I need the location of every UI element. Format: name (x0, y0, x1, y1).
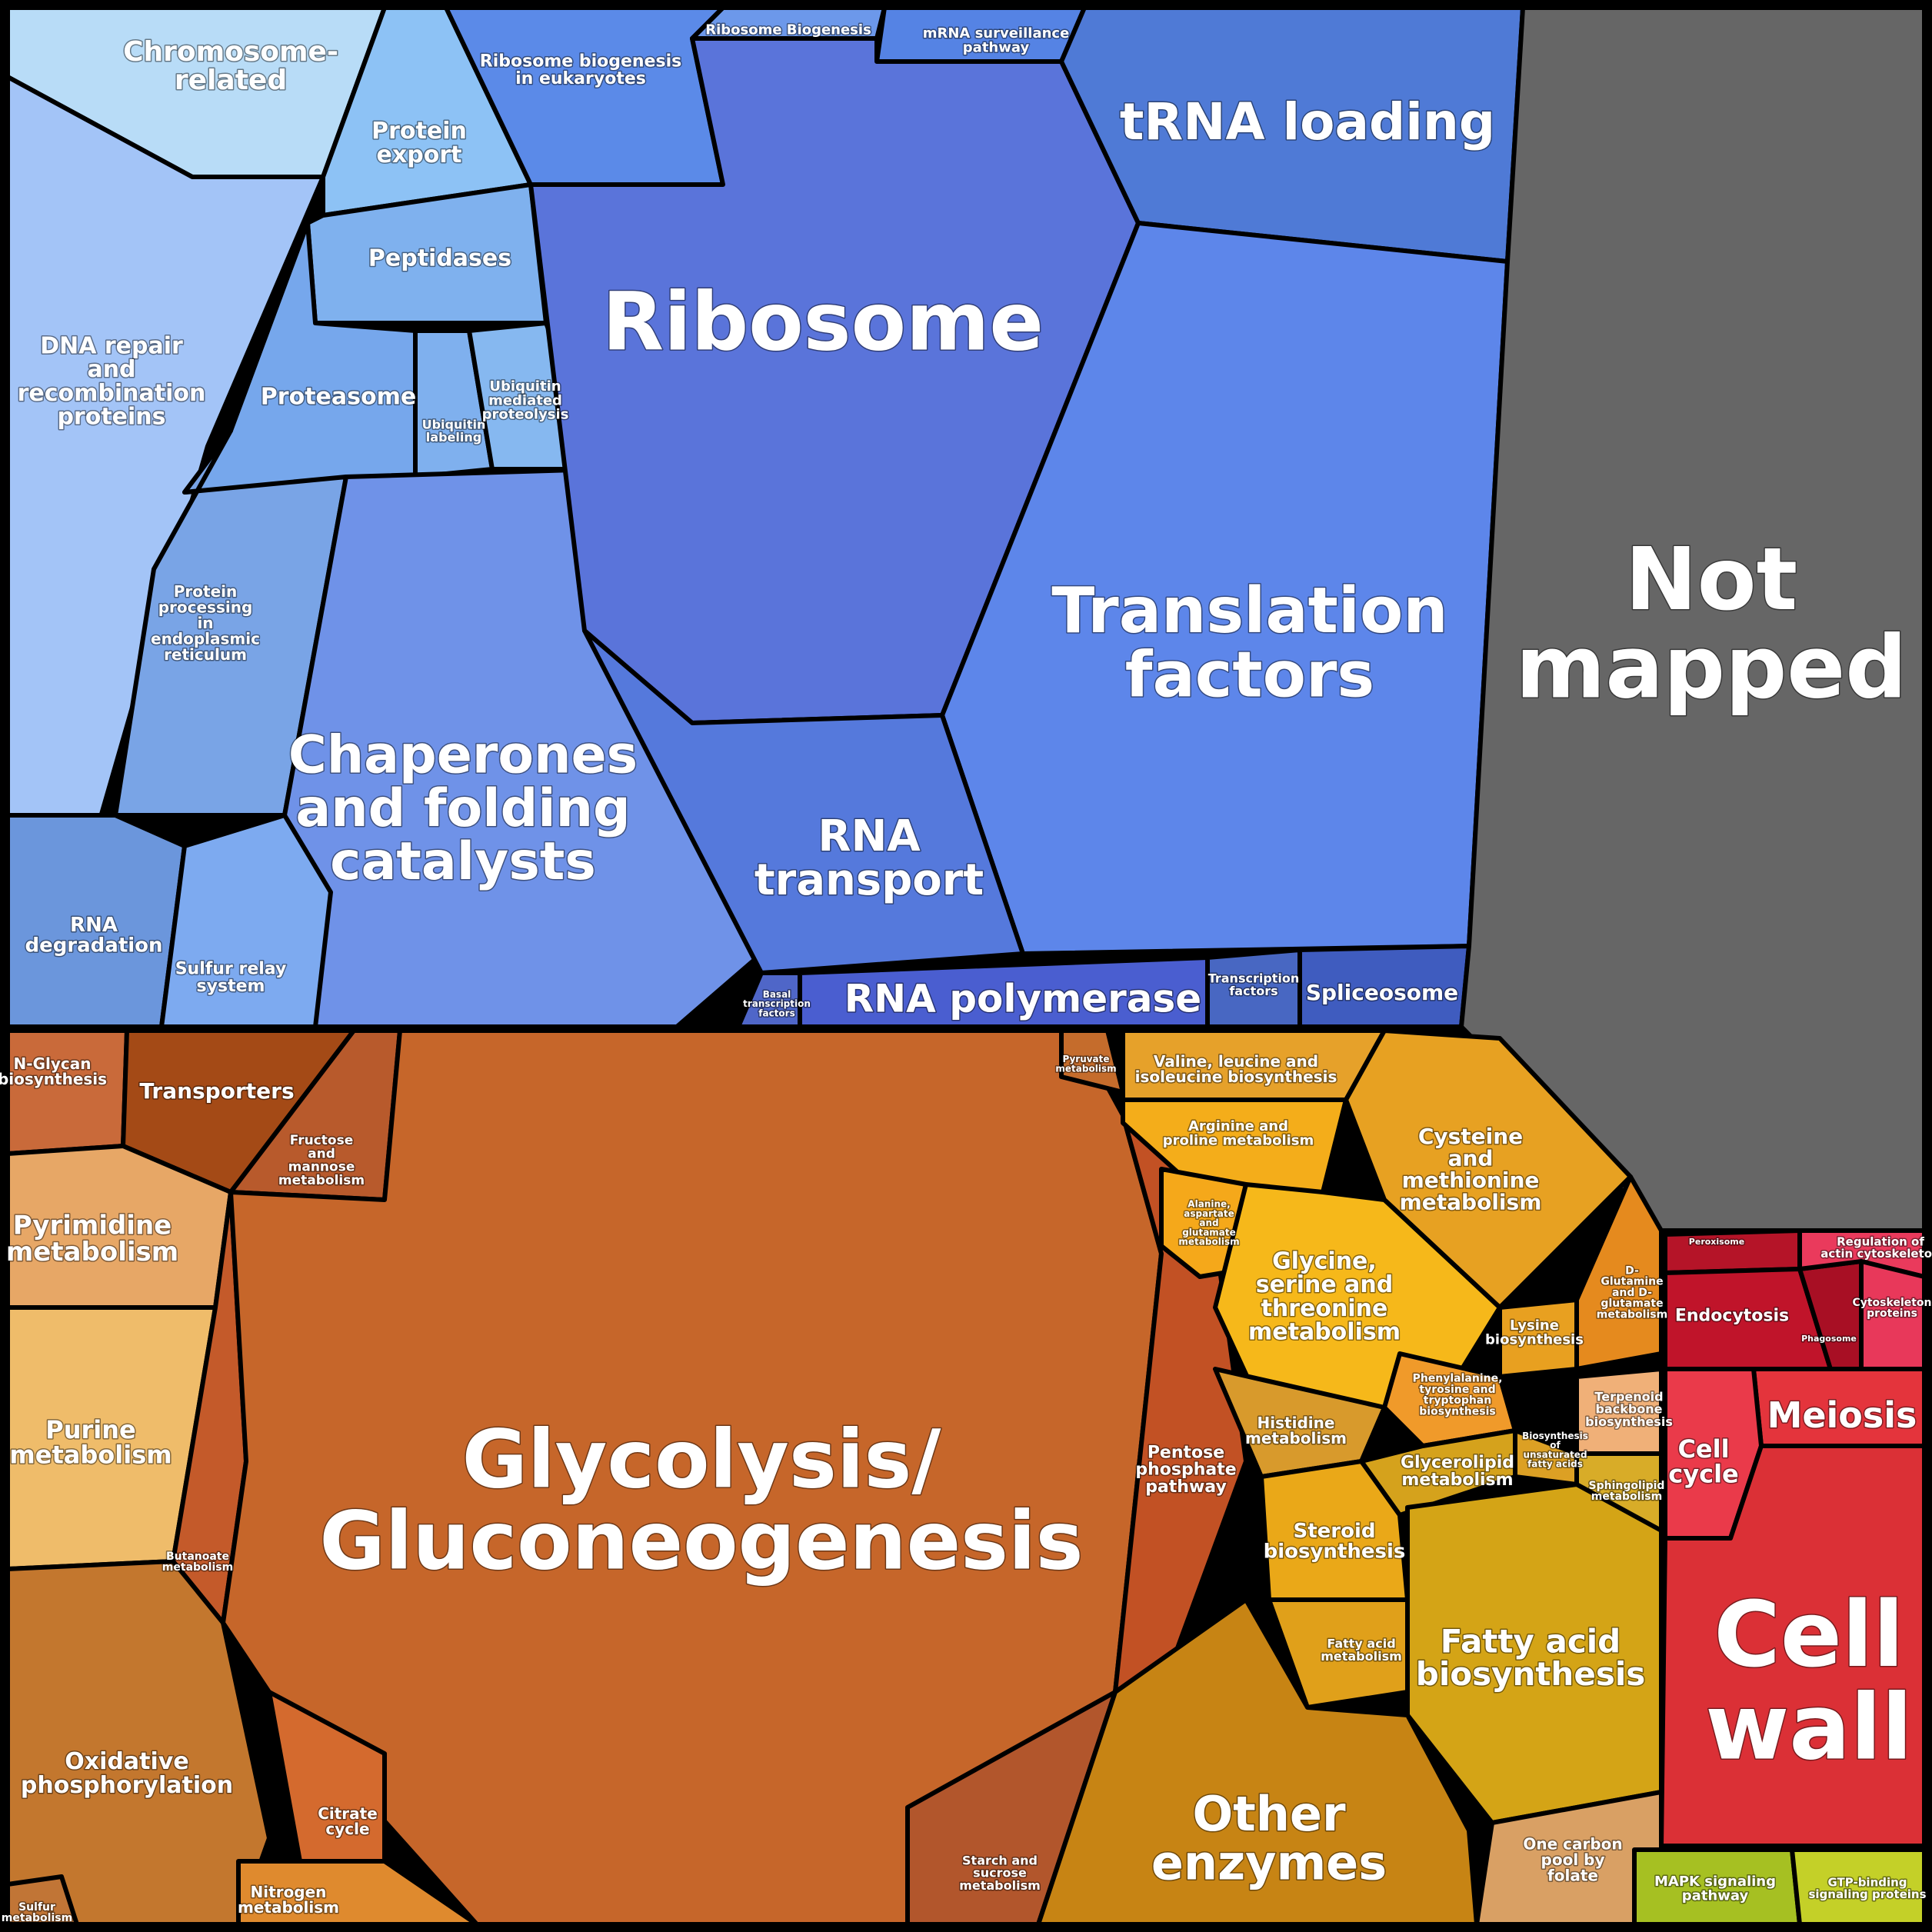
label-not-mapped: Not mapped (1516, 530, 1907, 718)
label-unsaturated: Biosynthesis of unsaturated fatty acids (1522, 1431, 1588, 1470)
region-translation-factors (940, 221, 1510, 956)
region-n-glycan (5, 1028, 129, 1156)
label-arginine: Arginine and proline metabolism (1163, 1118, 1314, 1148)
label-protein-export: Protein export (371, 118, 467, 168)
region-gtp-binding (1790, 1847, 1927, 1927)
label-phagosome: Phagosome (1801, 1334, 1857, 1344)
label-translation-factors: Translation factors (1051, 575, 1447, 712)
label-rna-degradation: RNA degradation (25, 914, 162, 958)
region-cell-wall (1659, 1444, 1927, 1848)
label-rna-transport: RNA transport (754, 811, 984, 905)
region-steroid (1259, 1459, 1410, 1602)
label-other-enzymes: Other enzymes (1151, 1786, 1387, 1890)
label-fatty-acid-metabolism: Fatty acid metabolism (1321, 1636, 1402, 1663)
label-peroxisome: Peroxisome (1689, 1237, 1744, 1247)
label-mrna-surveillance: mRNA surveillance pathway (923, 25, 1070, 55)
label-proteasome: Proteasome (261, 384, 416, 411)
label-histidine: Histidine metabolism (1245, 1414, 1347, 1447)
region-sulfur-relay (159, 813, 333, 1029)
label-pentose: Pentose phosphate pathway (1135, 1443, 1236, 1497)
label-meiosis: Meiosis (1767, 1394, 1917, 1436)
label-chromosome: Chromosome-related (123, 36, 338, 96)
label-protein-processing: Protein processing in endoplasmic reticulum (151, 582, 260, 664)
region-sulfur-metabolism (5, 1874, 79, 1927)
label-fructose: Fructose and mannose metabolism (278, 1133, 365, 1188)
label-sphingolipid: Sphingolipid metabolism (1589, 1480, 1665, 1503)
label-transcription-factors: Transcription factors (1208, 971, 1300, 998)
label-pyrimidine: Pyrimidine metabolism (6, 1211, 178, 1268)
label-cell-cycle: Cell cycle (1668, 1434, 1738, 1489)
label-trna-loading: tRNA loading (1120, 92, 1495, 152)
region-glycine (1213, 1182, 1502, 1410)
label-spliceosome: Spliceosome (1306, 980, 1458, 1005)
label-sulfur-metabolism: Sulfur metabolism (2, 1901, 72, 1924)
label-alanine: Alanine, aspartate and glutamate metabolism (1178, 1199, 1239, 1247)
label-sulfur-relay: Sulfur relay system (175, 959, 287, 995)
label-chaperones: Chaperones and folding catalysts (288, 724, 638, 892)
label-purine: Purine metabolism (9, 1415, 172, 1470)
label-ribosome-biogenesis: Ribosome Biogenesis (705, 22, 871, 38)
region-other-enzymes (1036, 1597, 1479, 1927)
label-actin: Regulation of actin cytoskeleton (1820, 1235, 1932, 1261)
region-rna-transport (582, 628, 1025, 975)
label-lysine: Lysine biosynthesis (1485, 1317, 1584, 1347)
label-peptidases: Peptidases (368, 245, 511, 272)
label-starch: Starch and sucrose metabolism (959, 1853, 1041, 1893)
label-glycine: Glycine, serine and threonine metabolism (1248, 1248, 1401, 1346)
label-endocytosis: Endocytosis (1675, 1307, 1789, 1326)
label-valine: Valine, leucine and isoleucine biosynthes… (1135, 1052, 1337, 1086)
label-ubiquitin-labeling: Ubiquitin labeling (422, 417, 486, 444)
label-transporters: Transporters (139, 1078, 294, 1104)
label-oxidative: Oxidative phosphorylation (21, 1748, 233, 1799)
label-phenylalanine: Phenylalanine, tyrosine and tryptophan bios… (1413, 1372, 1503, 1417)
label-rna-polymerase: RNA polymerase (844, 977, 1201, 1021)
region-peptidases (305, 182, 548, 325)
label-n-glycan: N-Glycan biosynthesis (0, 1054, 107, 1088)
label-dna-repair: DNA repair and recombination proteins (18, 333, 206, 431)
label-cysteine: Cysteine and methionine metabolism (1400, 1124, 1542, 1215)
label-steroid: Steroid biosynthesis (1264, 1520, 1406, 1564)
label-cytoskeleton: Cytoskeleton proteins (1852, 1297, 1931, 1320)
label-butanoate: Butanoate metabolism (162, 1551, 233, 1574)
label-one-carbon: One carbon pool by folate (1523, 1835, 1622, 1885)
label-mapk: MAPK signaling pathway (1654, 1874, 1776, 1904)
label-basal-tf: Basal transcription factors (743, 989, 811, 1018)
label-fatty-acid-biosynthesis: Fatty acid biosynthesis (1416, 1622, 1645, 1693)
label-ribosome-biogenesis-euk: Ribosome biogenesis in eukaryotes (480, 52, 681, 88)
label-gtp-binding: GTP-binding signaling proteins (1808, 1876, 1926, 1901)
label-cell-wall: Cell wall (1705, 1581, 1913, 1780)
label-terpenoid: Terpenoid backbone biosynthesis (1585, 1389, 1673, 1429)
label-pyruvate: Pyruvate metabolism (1055, 1054, 1116, 1074)
label-citrate: Citrate cycle (318, 1804, 378, 1838)
label-d-glutamine: D-Glutamine and D-glutamate metabolism (1597, 1264, 1667, 1321)
label-ribosome: Ribosome (602, 275, 1044, 368)
region-d-glutamine (1574, 1174, 1664, 1371)
label-glycerolipid: Glycerolipid metabolism (1401, 1453, 1514, 1489)
label-ubiquitin-proteolysis: Ubiquitin mediated proteolysis (482, 378, 569, 423)
label-nitrogen: Nitrogen metabolism (238, 1883, 339, 1917)
label-glycolysis: Glycolysis/Gluconeogenesis (319, 1412, 1083, 1587)
region-nitrogen (236, 1859, 479, 1927)
